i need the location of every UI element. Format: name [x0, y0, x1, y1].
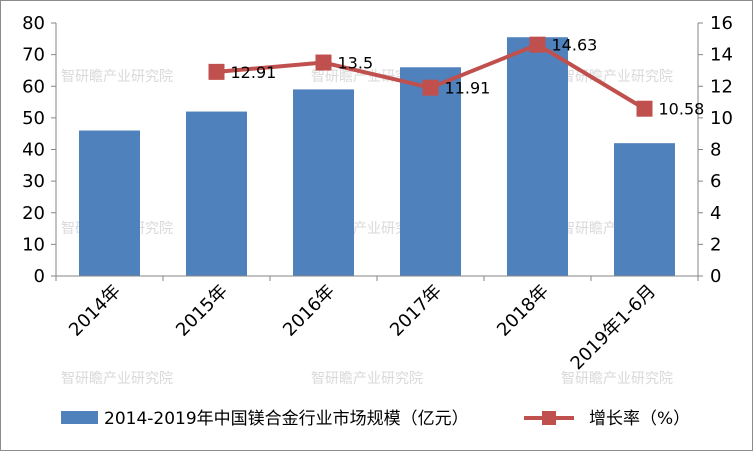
watermark-text: 智研瞻产业研究院 — [561, 370, 673, 387]
watermark-layer: 智研瞻产业研究院 智研瞻产业研究院 智研瞻产业研究院智研瞻产业研究院智研瞻产业研究院… — [61, 68, 673, 387]
data-label: 11.91 — [445, 79, 491, 98]
left-tick-label: 30 — [22, 171, 45, 192]
bar — [293, 89, 354, 276]
watermark-text: 智研瞻产业研究院 — [61, 68, 173, 85]
right-tick-label: 2 — [710, 234, 721, 255]
legend-line-label: 增长率（%） — [589, 409, 690, 429]
bar — [400, 67, 461, 277]
x-tick-label: 2019年1-6月 — [567, 281, 660, 374]
x-tick-label: 2016年 — [279, 281, 339, 341]
bar — [507, 37, 568, 277]
source-credit: 搜狐号@智研瞻产业研究院 — [585, 431, 741, 447]
left-tick-label: 70 — [22, 45, 45, 66]
x-tick-label: 2014年 — [65, 281, 125, 341]
watermark-text: 智研瞻产业研究院 — [561, 68, 673, 85]
data-label: 10.58 — [659, 100, 705, 119]
watermark-text: 智研瞻产业研究院 — [311, 370, 423, 387]
bar — [614, 143, 675, 276]
right-tick-label: 16 — [710, 13, 733, 34]
bar-series — [79, 37, 675, 277]
legend: 2014-2019年中国镁合金行业市场规模（亿元） 增长率（%） — [61, 409, 690, 429]
bar — [79, 130, 140, 276]
line-marker — [529, 36, 546, 53]
left-tick-label: 20 — [22, 203, 45, 224]
bar — [186, 111, 247, 276]
right-tick-label: 14 — [710, 45, 733, 66]
left-tick-label: 40 — [22, 140, 45, 161]
right-tick-label: 8 — [710, 140, 721, 161]
line-marker — [208, 63, 225, 80]
left-tick-label: 10 — [22, 234, 45, 255]
x-tick-label: 2018年 — [493, 281, 553, 341]
left-tick-label: 80 — [22, 13, 45, 34]
legend-line-marker — [542, 411, 556, 425]
right-tick-label: 4 — [710, 203, 721, 224]
left-tick-label: 50 — [22, 108, 45, 129]
data-label: 13.5 — [338, 54, 374, 73]
right-tick-label: 6 — [710, 171, 721, 192]
data-label: 12.91 — [231, 63, 277, 82]
left-tick-label: 60 — [22, 76, 45, 97]
right-tick-label: 0 — [710, 266, 721, 287]
watermark-text: 智研瞻产业研究院 — [61, 370, 173, 387]
legend-bar-label: 2014-2019年中国镁合金行业市场规模（亿元） — [104, 409, 469, 429]
right-tick-label: 12 — [710, 76, 733, 97]
line-marker — [422, 79, 439, 96]
right-tick-label: 10 — [710, 108, 733, 129]
x-tick-label: 2017年 — [386, 281, 446, 341]
line-marker — [315, 54, 332, 71]
line-marker — [636, 100, 653, 117]
left-tick-label: 0 — [34, 266, 45, 287]
x-tick-label: 2015年 — [172, 281, 232, 341]
legend-bar-swatch — [61, 411, 98, 424]
line-series: 12.91 13.5 11.91 14.63 10.58 — [208, 36, 705, 119]
data-label: 14.63 — [552, 36, 598, 55]
